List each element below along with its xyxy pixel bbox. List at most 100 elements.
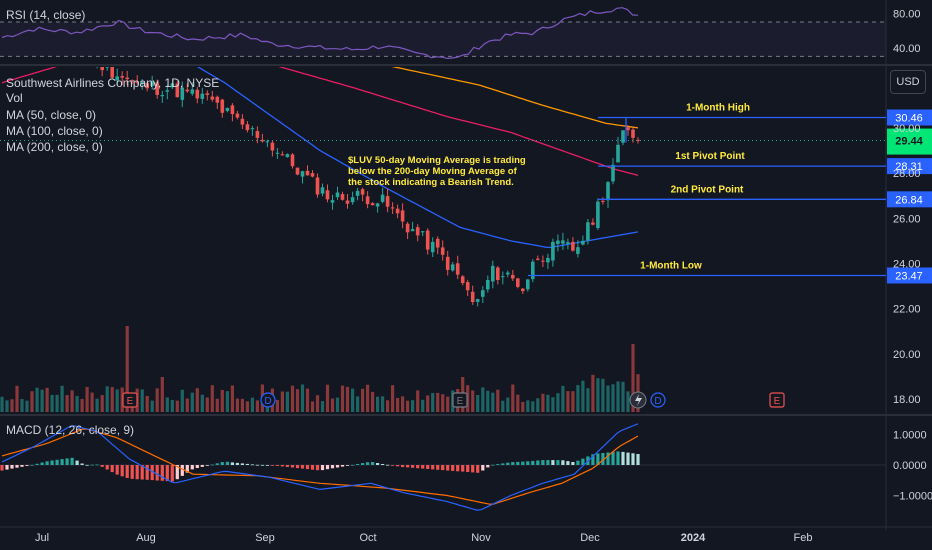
macd-hist-bar [320, 465, 325, 471]
ma200-legend[interactable]: MA (200, close, 0) [6, 140, 103, 154]
volume-bar [195, 388, 199, 412]
volume-bar [320, 401, 325, 412]
volume-bar [466, 385, 470, 412]
macd-hist-bar [195, 465, 199, 468]
candle-body [190, 89, 195, 94]
volume-bar [120, 387, 124, 412]
candle-body [210, 96, 215, 100]
macd-hist-bar [556, 460, 560, 465]
ma100-legend[interactable]: MA (100, close, 0) [6, 124, 103, 138]
volume-bar [546, 394, 550, 412]
candle-body [200, 93, 205, 99]
macd-hist-bar [381, 464, 385, 465]
candle-body [415, 227, 420, 236]
volume-bar [205, 397, 209, 412]
volume-bar [541, 393, 545, 412]
candle-body [180, 87, 185, 100]
volume-bar [335, 397, 340, 412]
volume-bar [185, 398, 189, 412]
vol-legend[interactable]: Vol [6, 91, 23, 105]
volume-bar [250, 397, 254, 412]
volume-bar [476, 395, 480, 412]
volume-bar [70, 390, 74, 412]
volume-bar [65, 395, 69, 412]
candle-body [160, 95, 165, 97]
volume-bar [421, 399, 425, 412]
candle-body [120, 76, 124, 78]
volume-bar [315, 395, 320, 412]
ma100-line [1, 67, 639, 177]
candle-body [511, 274, 515, 279]
macd-hist-bar [115, 465, 119, 475]
event-marker-label: E [127, 396, 134, 407]
ma50-legend[interactable]: MA (50, close, 0) [6, 108, 97, 122]
candle-body [491, 265, 495, 282]
macd-hist-bar [521, 461, 525, 465]
volume-bar [566, 391, 570, 412]
level-price-0: 30.46 [895, 113, 923, 125]
lightning-icon [635, 394, 642, 406]
macd-hist-bar [466, 465, 470, 472]
time-tick: Aug [136, 532, 156, 544]
macd-hist-bar [35, 463, 39, 465]
ma200-line [391, 67, 639, 129]
candle-body [586, 222, 590, 241]
candle-body [240, 118, 245, 125]
macd-signal-line [1, 428, 639, 505]
volume-bar [35, 387, 39, 412]
candle-body [616, 144, 620, 163]
macd-hist-bar [356, 464, 360, 465]
macd-hist-bar [30, 464, 34, 466]
level-price-tag-3 [887, 267, 932, 284]
candles [96, 67, 640, 307]
volume-bar [80, 398, 84, 412]
level-label-3: 1-Month Low [640, 260, 702, 271]
candle-body [556, 240, 560, 244]
candle-body [475, 299, 480, 302]
macd-hist-bar [606, 452, 610, 465]
candle-body [521, 288, 525, 292]
macd-hist-bar [25, 465, 29, 466]
candle-body [390, 207, 395, 209]
earnings-marker [769, 392, 785, 408]
volume-bar [310, 401, 315, 412]
main-price-panel [0, 67, 640, 412]
macd-hist-bar [285, 465, 289, 467]
macd-hist-bar [456, 465, 460, 472]
candle-body [195, 89, 200, 99]
macd-hist-bar [75, 460, 79, 465]
candle-body [465, 282, 470, 291]
volume-bar [300, 384, 305, 412]
candle-body [601, 200, 605, 202]
macd-hist-bar [431, 465, 435, 470]
candle-body [355, 190, 360, 196]
currency-button[interactable]: USD [890, 70, 926, 94]
candle-body [235, 113, 240, 118]
volume-bar [150, 400, 154, 412]
rsi-label: RSI (14, close) [6, 8, 86, 22]
volume-bar [411, 400, 415, 412]
last-price-value: 29.44 [895, 136, 923, 148]
macd-hist-bar [451, 465, 455, 471]
macd-hist-bar [290, 465, 295, 468]
candle-body [100, 67, 104, 71]
volume-bar [100, 395, 104, 412]
candle-body [300, 171, 305, 177]
price-tick: 26.00 [893, 213, 921, 225]
candle-body [110, 67, 114, 78]
volume-bar [295, 389, 300, 412]
price-tick: 28.00 [893, 168, 921, 180]
candle-body [460, 276, 465, 284]
event-marker-label: E [457, 396, 464, 407]
macd-hist-bar [110, 465, 114, 473]
symbol-title[interactable]: Southwest Airlines Company, 1D, NYSE [6, 76, 220, 90]
macd-label[interactable]: MACD (12, 26, close, 9) [6, 423, 135, 437]
candle-body [340, 194, 345, 200]
macd-tick: −1.0000 [893, 491, 932, 503]
macd-hist-bar [636, 454, 640, 465]
macd-hist-bar [230, 462, 234, 465]
macd-hist-bar [461, 465, 465, 472]
level-label-0: 1-Month High [686, 103, 750, 114]
volume-bar [581, 380, 585, 412]
